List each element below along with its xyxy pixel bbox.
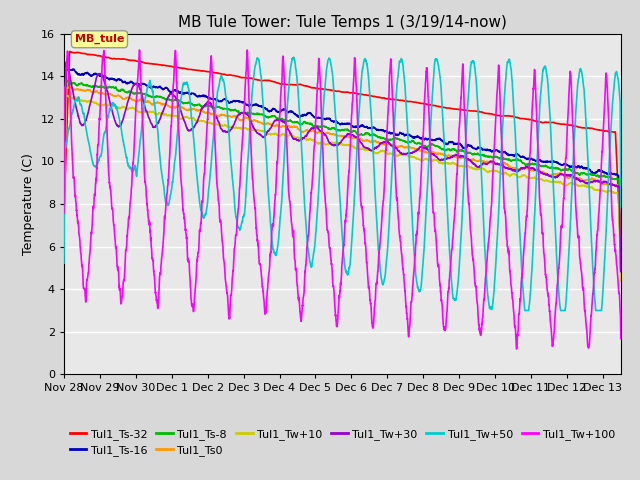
Y-axis label: Temperature (C): Temperature (C) xyxy=(22,153,35,255)
Title: MB Tule Tower: Tule Temps 1 (3/19/14-now): MB Tule Tower: Tule Temps 1 (3/19/14-now… xyxy=(178,15,507,30)
Legend: Tul1_Ts-32, Tul1_Ts-16, Tul1_Ts-8, Tul1_Ts0, Tul1_Tw+10, Tul1_Tw+30, Tul1_Tw+50,: Tul1_Ts-32, Tul1_Ts-16, Tul1_Ts-8, Tul1_… xyxy=(65,424,620,460)
Text: MB_tule: MB_tule xyxy=(75,34,124,44)
